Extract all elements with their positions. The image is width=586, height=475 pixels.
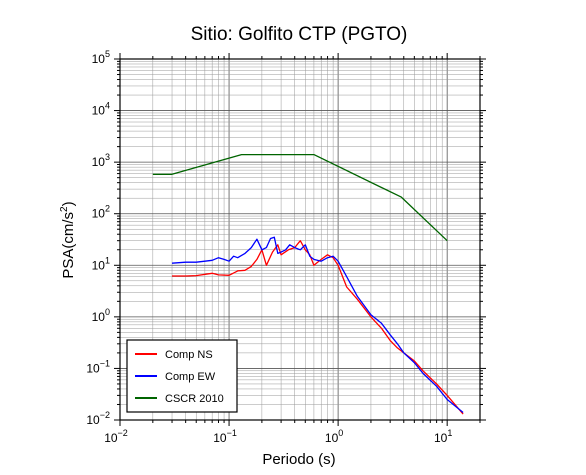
grid-lines [119, 58, 481, 421]
y-axis-ticks: 10−2 10−1 100 101 102 103 104 105 [86, 49, 486, 427]
series-lines [152, 153, 464, 415]
y-tick-label: 104 [92, 101, 110, 118]
y-tick-label: 10−2 [86, 410, 110, 427]
chart-title: Sitio: Golfito CTP (PGTO) [191, 24, 408, 45]
y-tick-label: 101 [92, 255, 110, 272]
x-tick-label: 100 [325, 428, 343, 445]
legend-label: CSCR 2010 [165, 393, 224, 405]
series-line [172, 240, 464, 415]
x-tick-label: 101 [434, 428, 452, 445]
x-axis-label: Periodo (s) [262, 451, 335, 468]
y-axis-label: PSA(cm/s2) [59, 201, 77, 278]
y-tick-label: 100 [92, 307, 110, 324]
y-tick-label: 103 [92, 152, 110, 169]
y-tick-label: 105 [92, 49, 110, 66]
x-tick-label: 10−1 [213, 428, 237, 445]
legend-label: Comp EW [165, 371, 216, 383]
x-axis-ticks: 10−2 10−1 100 101 [104, 53, 481, 445]
x-tick-label: 10−2 [104, 428, 128, 445]
y-tick-label: 102 [92, 204, 110, 221]
y-tick-label: 10−1 [86, 358, 110, 375]
legend: Comp NS Comp EW CSCR 2010 [126, 339, 238, 413]
plot-frame [119, 58, 481, 421]
series-line [171, 236, 464, 414]
series-line [152, 153, 448, 242]
legend-label: Comp NS [165, 349, 213, 361]
